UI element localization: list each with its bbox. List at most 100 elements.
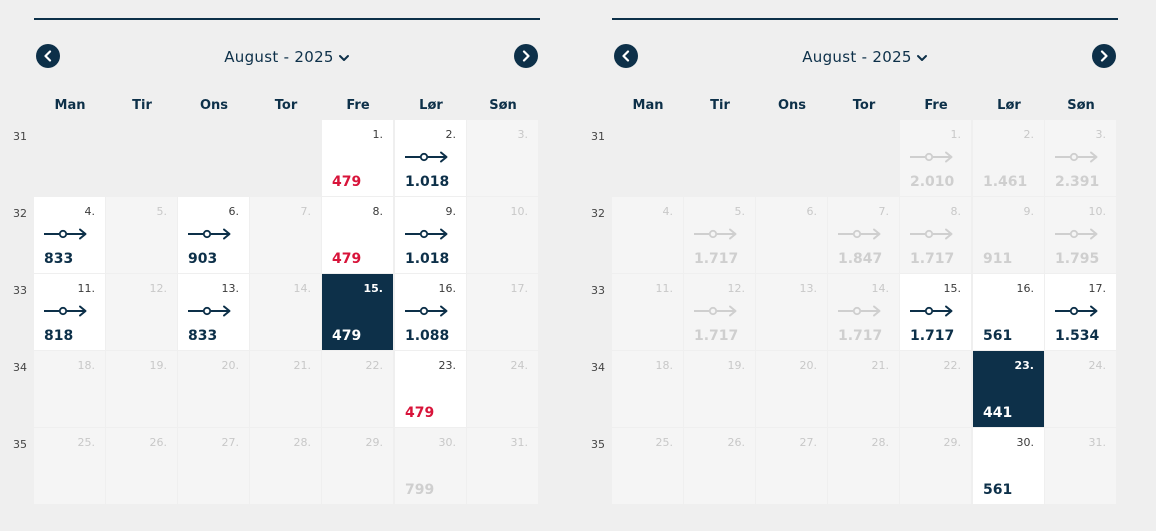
day-number: 13. [799, 282, 818, 295]
weekday-label: Lør [997, 98, 1021, 113]
weekday-label: Tor [852, 98, 876, 113]
day-number: 26. [727, 436, 746, 449]
day-number: 21. [871, 359, 890, 372]
connecting-route-icon [1055, 228, 1098, 240]
selected-date-cell[interactable]: 15. 479 [322, 274, 393, 350]
price-label: 2.010 [910, 174, 955, 190]
date-cell: 19. [684, 351, 755, 427]
date-cell[interactable]: 30. 561 [973, 428, 1044, 504]
day-number: 14. [293, 282, 312, 295]
price-label: 561 [983, 328, 1013, 344]
price-label: 1.717 [838, 328, 883, 344]
day-number: 30. [438, 436, 457, 449]
date-cell: 25. [612, 428, 683, 504]
price-label: 911 [983, 251, 1013, 267]
weekday-label: Lør [419, 98, 443, 113]
connecting-route-icon [694, 305, 737, 317]
price-label: 818 [44, 328, 74, 344]
date-cell: 20. [178, 351, 249, 427]
day-number: 8. [372, 205, 384, 218]
price-label: 1.717 [694, 251, 739, 267]
date-cell: 14. 1.717 [828, 274, 899, 350]
day-number: 30. [1016, 436, 1035, 449]
price-label: 479 [405, 405, 435, 421]
next-month-button[interactable] [1092, 44, 1116, 68]
month-label: August - 2025 [224, 48, 334, 66]
chevron-down-icon [338, 49, 350, 67]
day-number: 12. [727, 282, 746, 295]
price-label: 1.018 [405, 174, 450, 190]
connecting-route-icon [910, 151, 953, 163]
date-cell: 18. [34, 351, 105, 427]
day-number: 15. [943, 282, 962, 295]
date-cell: 29. [900, 428, 971, 504]
next-month-button[interactable] [514, 44, 538, 68]
month-select[interactable]: August - 2025 [612, 48, 1118, 67]
date-cell: 10. [467, 197, 538, 273]
date-cell[interactable]: 8. 479 [322, 197, 393, 273]
selected-date-cell[interactable]: 23. 441 [973, 351, 1044, 427]
price-label: 1.018 [405, 251, 450, 267]
day-number: 23. [1014, 359, 1035, 372]
chevron-down-icon [916, 49, 928, 67]
week-number: 31 [591, 130, 605, 143]
date-cell: 3. [467, 120, 538, 196]
date-cell[interactable]: 1. 479 [322, 120, 393, 196]
connecting-route-icon [910, 305, 953, 317]
date-cell: 19. [106, 351, 177, 427]
calendar-top-divider [612, 18, 1118, 20]
day-number: 11. [77, 282, 96, 295]
date-cell: 21. [250, 351, 321, 427]
day-number: 22. [943, 359, 962, 372]
date-cell: 22. [900, 351, 971, 427]
day-number: 15. [363, 282, 384, 295]
price-label: 1.088 [405, 328, 450, 344]
date-cell: 26. [106, 428, 177, 504]
date-cell: 6. [756, 197, 827, 273]
date-cell: 20. [756, 351, 827, 427]
outbound-calendar: August - 2025 Man Tir Ons Tor Fre Lør Søn 31 1. 4… [13, 18, 540, 504]
date-cell[interactable]: 6. 903 [178, 197, 249, 273]
chevron-right-icon [1100, 50, 1108, 62]
day-number: 4. [84, 205, 96, 218]
date-cell: 11. [612, 274, 683, 350]
month-select[interactable]: August - 2025 [34, 48, 540, 67]
date-cell: 26. [684, 428, 755, 504]
date-cell[interactable]: 4. 833 [34, 197, 105, 273]
price-label: 1.717 [910, 251, 955, 267]
weekday-label: Tir [132, 98, 152, 113]
prev-month-button[interactable] [36, 44, 60, 68]
day-number: 9. [1023, 205, 1035, 218]
date-cell[interactable]: 2. 1.018 [395, 120, 466, 196]
day-number: 10. [510, 205, 529, 218]
date-cell[interactable]: 9. 1.018 [395, 197, 466, 273]
day-number: 10. [1088, 205, 1107, 218]
connecting-route-icon [405, 305, 448, 317]
price-label: 479 [332, 174, 362, 190]
date-cell[interactable]: 11. 818 [34, 274, 105, 350]
date-cell[interactable]: 13. 833 [178, 274, 249, 350]
week-number: 32 [591, 207, 605, 220]
day-number: 19. [727, 359, 746, 372]
date-cell: 8. 1.717 [900, 197, 971, 273]
day-number: 5. [734, 205, 746, 218]
week-number: 32 [13, 207, 27, 220]
chevron-right-icon [522, 50, 530, 62]
day-number: 18. [77, 359, 96, 372]
date-cell[interactable]: 17. 1.534 [1045, 274, 1116, 350]
date-cell: 17. [467, 274, 538, 350]
day-number: 7. [300, 205, 312, 218]
date-cell: 3. 2.391 [1045, 120, 1116, 196]
date-cell[interactable]: 23. 479 [395, 351, 466, 427]
day-number: 21. [293, 359, 312, 372]
prev-month-button[interactable] [614, 44, 638, 68]
price-label: 1.717 [910, 328, 955, 344]
date-cell[interactable]: 16. 561 [973, 274, 1044, 350]
date-cell: 1. 2.010 [900, 120, 971, 196]
date-cell: 24. [467, 351, 538, 427]
day-number: 27. [221, 436, 240, 449]
day-number: 3. [517, 128, 529, 141]
date-cell[interactable]: 16. 1.088 [395, 274, 466, 350]
date-cell[interactable]: 15. 1.717 [900, 274, 971, 350]
price-label: 441 [983, 405, 1013, 421]
